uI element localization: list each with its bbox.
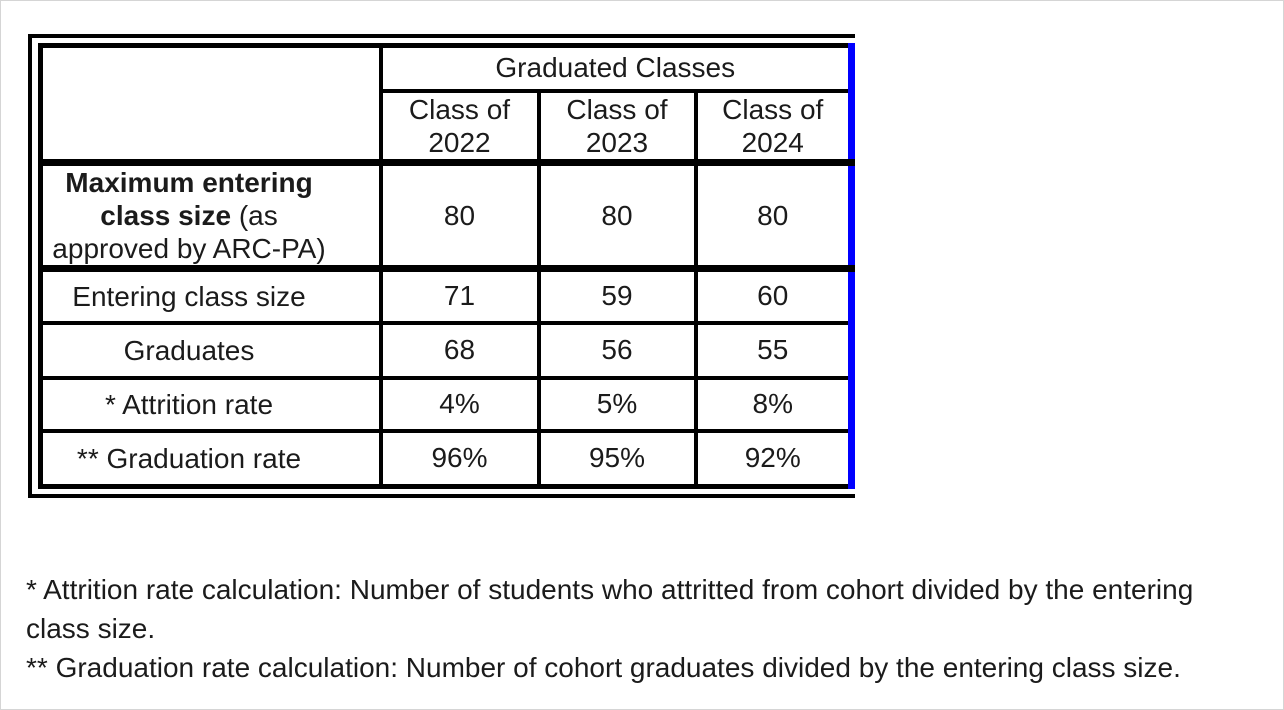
cell-gradrate-2022: 96%	[378, 428, 541, 489]
cell-entering-2022: 71	[378, 266, 541, 325]
cell-graduates-2022: 68	[378, 320, 541, 380]
cell-max-2023: 80	[536, 160, 698, 272]
row-label-entering-class-size: Entering class size	[38, 266, 383, 325]
footnote-graduation-rate: ** Graduation rate calculation: Number o…	[26, 652, 1181, 683]
cell-gradrate-2024: 92%	[693, 428, 855, 489]
footnote-attrition-rate: * Attrition rate calculation: Number of …	[26, 574, 1194, 644]
row-label-maximum-class-size: Maximum entering class size (as approved…	[38, 160, 383, 272]
cell-max-2022: 80	[378, 160, 541, 272]
cell-attrition-2024: 8%	[693, 375, 855, 433]
cell-entering-2023: 59	[536, 266, 698, 325]
graduation-stats-table: Graduated Classes Class of 2022 Class of…	[38, 43, 855, 489]
cell-attrition-2023: 5%	[536, 375, 698, 433]
cell-max-2024: 80	[693, 160, 855, 272]
footnotes: * Attrition rate calculation: Number of …	[26, 570, 1231, 687]
col-header-class-of-2023: Class of 2023	[536, 88, 698, 166]
col-header-class-of-2024: Class of 2024	[693, 88, 855, 166]
row-label-attrition-rate: * Attrition rate	[38, 375, 383, 433]
row-label-maximum-class-size-text: Maximum entering class size (as approved…	[52, 167, 326, 264]
cell-entering-2024: 60	[693, 266, 855, 325]
cell-gradrate-2023: 95%	[536, 428, 698, 489]
cell-attrition-2022: 4%	[378, 375, 541, 433]
col-header-class-of-2022: Class of 2022	[378, 88, 541, 166]
span-header-graduated-classes: Graduated Classes	[378, 43, 855, 93]
cell-graduates-2023: 56	[536, 320, 698, 380]
empty-corner-cell	[38, 43, 383, 166]
row-label-graduates: Graduates	[38, 320, 383, 380]
row-label-graduation-rate: ** Graduation rate	[38, 428, 383, 489]
graduation-stats-table-frame: Graduated Classes Class of 2022 Class of…	[28, 34, 855, 498]
cell-graduates-2024: 55	[693, 320, 855, 380]
